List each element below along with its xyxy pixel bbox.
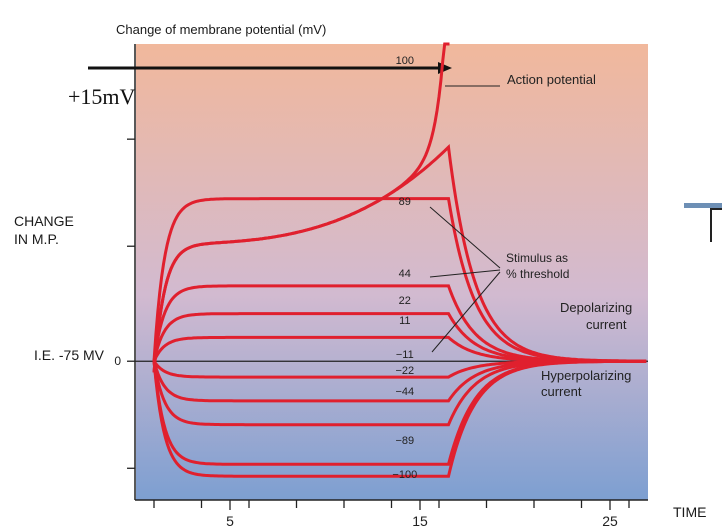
cropped-fragment-box xyxy=(710,208,722,242)
stimulus-leader-89 xyxy=(429,206,501,269)
action-potential-label: Action potential xyxy=(507,72,596,87)
curve--100 xyxy=(152,359,647,478)
y-tick-label: 0 xyxy=(114,354,121,368)
curve-value-label: 22 xyxy=(399,295,411,307)
cropped-fragment-bar xyxy=(684,203,722,208)
x-axis-label: TIME xyxy=(673,504,707,520)
stimulus-leader-neg11 xyxy=(431,271,501,353)
depolarizing-label-line1: Depolarizing xyxy=(560,300,632,315)
x-tick-label: 15 xyxy=(412,513,428,529)
curve-value-label: −89 xyxy=(395,435,414,447)
y-axis-label-line2: IN M.P. xyxy=(14,231,59,247)
hyperpolarizing-label-line2: current xyxy=(541,384,582,399)
hyperpolarizing-label-line1: Hyperpolarizing xyxy=(541,368,631,383)
chart-title: Change of membrane potential (mV) xyxy=(116,22,327,37)
arrow-label: +15mV xyxy=(68,84,136,109)
curve-value-label: −22 xyxy=(395,365,414,377)
x-tick-label: 5 xyxy=(226,513,234,529)
x-tick-label: 25 xyxy=(602,513,618,529)
curve-value-label: 89 xyxy=(399,196,411,208)
resting-potential-label: I.E. -75 MV xyxy=(34,347,105,363)
depolarizing-label-line2: current xyxy=(586,317,627,332)
stimulus-label-line2: % threshold xyxy=(506,267,569,281)
curve-value-label: −44 xyxy=(395,386,414,398)
curve-value-label: 11 xyxy=(399,315,410,327)
curve-value-label: −100 xyxy=(392,469,417,481)
y-axis-label-line1: CHANGE xyxy=(14,213,74,229)
curve-value-label: −11 xyxy=(396,349,414,361)
curve-value-label: 44 xyxy=(399,268,411,280)
curve-value-label: 100 xyxy=(396,55,414,67)
plot-background xyxy=(136,44,648,500)
stimulus-leader-44 xyxy=(429,269,501,278)
stimulus-label-line1: Stimulus as xyxy=(506,251,568,265)
